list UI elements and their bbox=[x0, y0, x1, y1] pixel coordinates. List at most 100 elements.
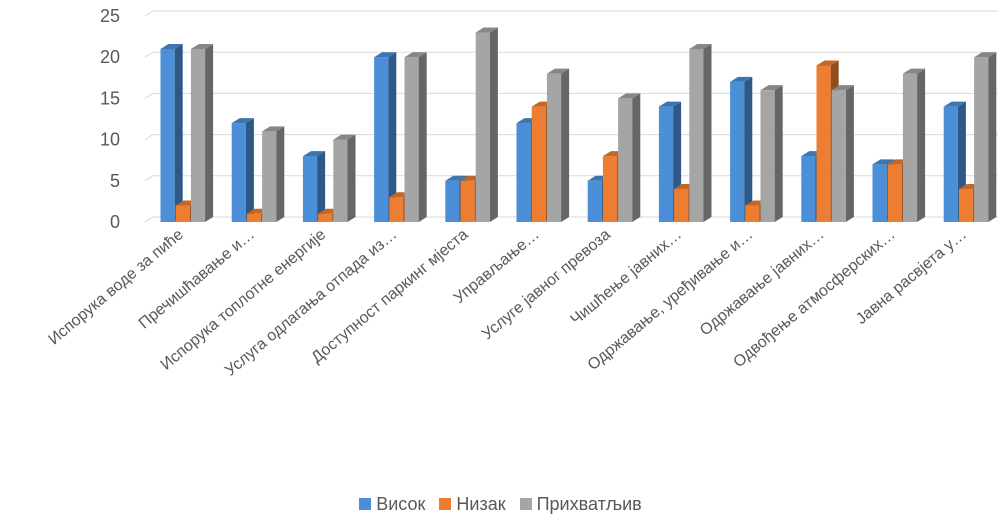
bar-front bbox=[302, 156, 318, 222]
bar-front bbox=[262, 131, 277, 222]
bar-front bbox=[475, 32, 490, 223]
legend-item-low: Низак bbox=[439, 494, 506, 515]
legend-item-high: Висок bbox=[359, 494, 425, 515]
bar-front bbox=[231, 123, 246, 222]
y-tick-label: 20 bbox=[100, 47, 120, 67]
bar-top bbox=[658, 101, 682, 107]
bar bbox=[618, 93, 641, 223]
bar-front bbox=[531, 106, 546, 222]
bar-top bbox=[302, 151, 326, 157]
bar bbox=[475, 27, 498, 223]
bar-top bbox=[190, 43, 214, 49]
gridline bbox=[144, 10, 998, 17]
bars bbox=[160, 27, 997, 223]
bar-top bbox=[902, 68, 926, 74]
bar-front bbox=[745, 205, 760, 222]
bar-front bbox=[160, 48, 175, 223]
bar-top bbox=[231, 118, 254, 124]
bar-side bbox=[205, 43, 214, 223]
bar-top bbox=[974, 52, 997, 58]
x-tick-label: Пречишћавање и… bbox=[136, 226, 258, 332]
bar-front bbox=[190, 48, 206, 223]
bar-top bbox=[618, 93, 641, 99]
legend: Висок Низак Прихватљив bbox=[0, 491, 1001, 517]
bar-side bbox=[276, 126, 285, 222]
gridline bbox=[144, 175, 998, 182]
bar-front bbox=[516, 123, 531, 222]
bar-top bbox=[831, 85, 854, 91]
bar-top bbox=[546, 68, 570, 74]
bar bbox=[333, 134, 356, 222]
bar-front bbox=[318, 213, 333, 222]
bar-top bbox=[689, 43, 712, 49]
bar-front bbox=[872, 164, 887, 222]
bar-front bbox=[389, 197, 404, 222]
bar-front bbox=[730, 81, 745, 222]
bar-front bbox=[887, 164, 902, 222]
legend-label-high: Висок bbox=[376, 493, 426, 514]
legend-swatch-acceptable bbox=[519, 498, 532, 510]
bar-front bbox=[674, 189, 689, 222]
bar-side bbox=[317, 151, 326, 222]
gridline bbox=[144, 51, 998, 58]
bar-side bbox=[632, 93, 641, 223]
bar-front bbox=[801, 156, 816, 222]
bar-side bbox=[917, 68, 926, 223]
bar-top bbox=[160, 43, 183, 49]
bar bbox=[190, 43, 214, 223]
bar bbox=[546, 68, 570, 223]
bar-front bbox=[602, 156, 618, 222]
bar-front bbox=[831, 90, 846, 222]
bar bbox=[160, 43, 183, 223]
bar-front bbox=[658, 106, 674, 222]
bar bbox=[404, 52, 427, 223]
bar bbox=[374, 52, 397, 223]
bar-side bbox=[744, 76, 753, 222]
bar-top bbox=[872, 159, 895, 165]
bar-front bbox=[760, 90, 775, 222]
legend-swatch-low bbox=[439, 498, 452, 510]
bar-front bbox=[404, 57, 419, 223]
bar-side bbox=[418, 52, 427, 223]
bar-front bbox=[175, 205, 190, 222]
y-tick-label: 15 bbox=[100, 88, 120, 108]
y-tick-label: 25 bbox=[100, 6, 120, 26]
bar-side bbox=[561, 68, 570, 223]
bar-side bbox=[489, 27, 498, 223]
bar-side bbox=[988, 52, 997, 223]
bar bbox=[231, 118, 254, 222]
bar bbox=[943, 101, 966, 222]
bar-side bbox=[174, 43, 183, 223]
bar-side bbox=[347, 134, 356, 222]
bar-side bbox=[845, 85, 854, 222]
bar-front bbox=[546, 73, 562, 223]
gridline bbox=[144, 216, 998, 223]
bar bbox=[902, 68, 926, 223]
gridline bbox=[144, 134, 998, 141]
bar-side bbox=[388, 52, 397, 223]
bar bbox=[974, 52, 997, 223]
bar-front bbox=[974, 57, 989, 223]
bar bbox=[730, 76, 753, 222]
x-tick-label: Испорука воде за пиће bbox=[45, 226, 186, 348]
gridline bbox=[144, 92, 998, 99]
bar-top bbox=[333, 134, 356, 140]
bar-side bbox=[703, 43, 712, 223]
bar bbox=[831, 85, 854, 222]
bar-top bbox=[475, 27, 498, 33]
y-tick-label: 10 bbox=[100, 130, 120, 150]
bar-top bbox=[943, 101, 966, 107]
x-tick-label: Услуге јавног превоза bbox=[479, 226, 614, 343]
bar-front bbox=[445, 180, 460, 222]
legend-swatch-high bbox=[359, 498, 372, 510]
bar-top bbox=[816, 60, 839, 66]
gridlines bbox=[144, 10, 998, 223]
bar-side bbox=[245, 118, 254, 222]
bar-front bbox=[618, 98, 633, 222]
y-tick-label: 5 bbox=[110, 171, 120, 191]
bar-top bbox=[404, 52, 427, 58]
legend-item-acceptable: Прихватљив bbox=[519, 494, 642, 515]
bar bbox=[302, 151, 326, 222]
bar-top bbox=[262, 126, 285, 132]
bar-top bbox=[374, 52, 397, 58]
